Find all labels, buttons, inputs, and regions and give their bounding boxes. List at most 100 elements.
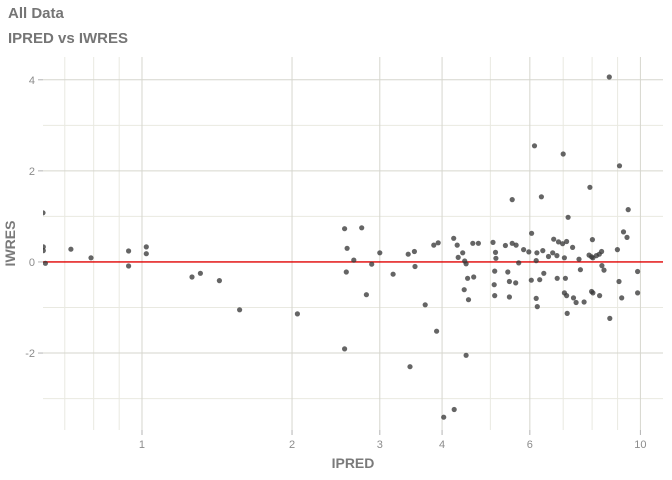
data-point (564, 310, 570, 316)
data-point (342, 346, 348, 352)
data-point (216, 278, 222, 284)
data-point (294, 311, 300, 317)
data-point (451, 235, 457, 241)
data-point (43, 248, 46, 254)
y-tick-label: 4 (29, 75, 35, 87)
data-point (607, 315, 613, 321)
y-tick-label: -2 (25, 348, 35, 360)
data-point (534, 250, 540, 256)
data-point (493, 255, 499, 261)
data-point (463, 261, 469, 267)
data-point (581, 299, 587, 305)
data-point (534, 304, 540, 310)
chart-title: All Data (8, 5, 64, 22)
data-point (434, 328, 440, 334)
data-point (405, 251, 411, 257)
data-point (435, 240, 441, 246)
data-point (599, 248, 605, 255)
data-point (509, 240, 515, 246)
data-point (143, 251, 149, 257)
data-point (126, 248, 132, 254)
data-point (506, 278, 512, 285)
data-point (422, 302, 428, 308)
data-point (589, 237, 596, 243)
data-point (635, 268, 641, 275)
data-point (560, 151, 566, 157)
x-tick-label: 3 (377, 439, 383, 451)
data-point (126, 263, 132, 269)
data-point (197, 270, 203, 276)
data-point (564, 293, 570, 299)
data-point (412, 263, 418, 270)
data-point (606, 74, 612, 80)
x-axis-title: IPRED (332, 455, 375, 471)
data-point (143, 244, 149, 250)
chart-subtitle: IPRED vs IWRES (8, 30, 129, 47)
data-point (561, 255, 568, 261)
data-point (620, 229, 627, 235)
data-point (441, 414, 447, 420)
data-point (619, 295, 625, 301)
data-point (533, 295, 539, 301)
y-tick-label: 2 (29, 166, 35, 178)
data-point (533, 258, 539, 264)
data-point (560, 241, 566, 247)
data-point (599, 263, 605, 269)
data-point (625, 207, 631, 213)
data-point (576, 256, 582, 262)
data-point (614, 247, 621, 253)
points-layer (43, 74, 641, 420)
data-point (521, 247, 527, 253)
data-point (237, 307, 243, 313)
data-point (554, 253, 560, 259)
data-point (490, 239, 496, 245)
data-point (570, 295, 577, 301)
data-point (538, 194, 545, 200)
data-point (344, 245, 350, 251)
data-point (509, 197, 515, 203)
data-point (531, 143, 538, 149)
data-point (565, 214, 571, 220)
data-point (601, 267, 607, 273)
data-point (390, 271, 396, 277)
data-point (616, 278, 622, 285)
data-point (407, 364, 413, 370)
data-point (465, 297, 472, 303)
data-point (513, 242, 519, 248)
data-point (471, 274, 477, 280)
data-point (363, 292, 369, 298)
data-point (516, 260, 522, 266)
data-point (540, 248, 546, 254)
data-point (550, 250, 556, 256)
data-point (551, 236, 557, 242)
x-tick-label: 6 (527, 439, 533, 451)
data-point (463, 352, 469, 358)
data-point (492, 293, 498, 299)
data-point (359, 225, 365, 231)
data-point (343, 269, 349, 275)
data-point (43, 210, 46, 216)
data-point (492, 268, 498, 274)
data-point (475, 240, 481, 246)
data-point (545, 253, 552, 260)
data-point (529, 230, 535, 236)
data-point (68, 246, 74, 252)
data-point (492, 249, 499, 255)
data-point (369, 261, 375, 267)
data-point (570, 244, 576, 250)
data-point (555, 239, 562, 245)
data-point (189, 274, 195, 280)
data-point (460, 250, 466, 256)
data-point (411, 248, 417, 255)
y-axis-title: IWRES (2, 221, 18, 267)
data-point (455, 254, 461, 260)
data-point (513, 280, 519, 286)
data-point (635, 290, 641, 296)
data-point (597, 293, 603, 299)
data-point (461, 287, 467, 293)
data-point (454, 242, 460, 248)
data-point (431, 242, 437, 248)
x-tick-label: 4 (439, 439, 445, 451)
